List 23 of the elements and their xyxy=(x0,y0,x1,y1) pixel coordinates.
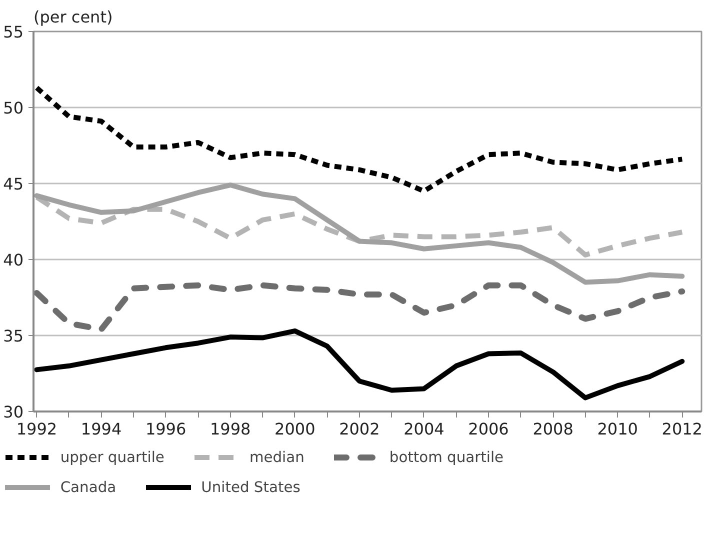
y-tick-label: 35 xyxy=(3,326,24,346)
x-tick-label: 2006 xyxy=(468,420,509,438)
x-tick-label: 1998 xyxy=(210,420,251,438)
legend-label: upper quartile xyxy=(60,448,164,466)
legend-label: median xyxy=(249,448,304,466)
x-tick-label: 2004 xyxy=(404,420,444,438)
x-tick-label: 1994 xyxy=(80,420,122,438)
x-tick-label: 2000 xyxy=(274,420,316,438)
x-tick-label: 2008 xyxy=(532,420,574,438)
y-axis-title: (per cent) xyxy=(34,8,113,26)
legend-label: Canada xyxy=(60,478,116,496)
y-tick-label: 30 xyxy=(3,402,24,422)
legend-label: bottom quartile xyxy=(389,448,504,466)
x-tick-label: 1996 xyxy=(145,420,186,438)
x-tick-label: 1992 xyxy=(16,420,58,438)
x-tick-label: 2002 xyxy=(339,420,380,438)
legend-label: United States xyxy=(201,478,300,496)
y-tick-label: 55 xyxy=(3,22,24,42)
x-tick-label: 2010 xyxy=(597,420,638,438)
y-tick-label: 50 xyxy=(3,98,24,118)
y-tick-label: 40 xyxy=(3,250,24,270)
y-tick-label: 45 xyxy=(3,174,24,194)
x-tick-label: 2012 xyxy=(662,420,702,438)
